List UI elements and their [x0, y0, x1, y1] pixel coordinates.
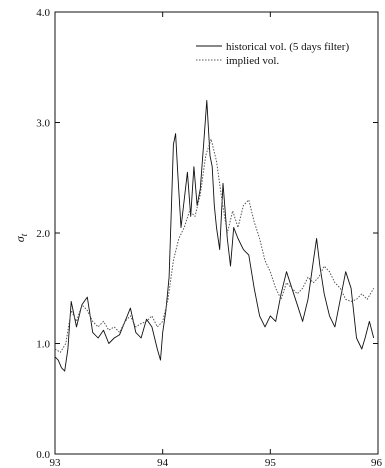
y-axis-title-sub: t: [19, 233, 29, 236]
y-tick-label: 1.0: [36, 339, 50, 351]
y-tick-label: 3.0: [36, 118, 50, 130]
legend: historical vol. (5 days filter) implied …: [196, 41, 349, 67]
y-tick-label: 2.0: [36, 228, 50, 240]
series-line-historical-vol: [54, 99, 375, 372]
plot-frame: [54, 11, 379, 455]
y-tick-label: 4.0: [36, 7, 50, 19]
legend-label-implied: implied vol.: [226, 55, 279, 67]
x-tick-label: 94: [157, 457, 169, 468]
x-tick-label: 95: [265, 457, 277, 468]
series-layer: [54, 99, 375, 372]
x-tick-label: 93: [50, 457, 62, 468]
legend-label-historical: historical vol. (5 days filter): [226, 41, 349, 53]
series-line-implied-vol: [54, 138, 375, 353]
y-axis-title-main: σ: [13, 235, 27, 242]
y-axis: 0.0 1.0 2.0 3.0 4.0: [36, 7, 378, 461]
x-axis: 93 94 95 96: [50, 12, 383, 468]
y-axis-title: σt: [13, 233, 29, 242]
x-tick-label: 96: [371, 457, 383, 468]
y-tick-label: 0.0: [36, 449, 50, 461]
